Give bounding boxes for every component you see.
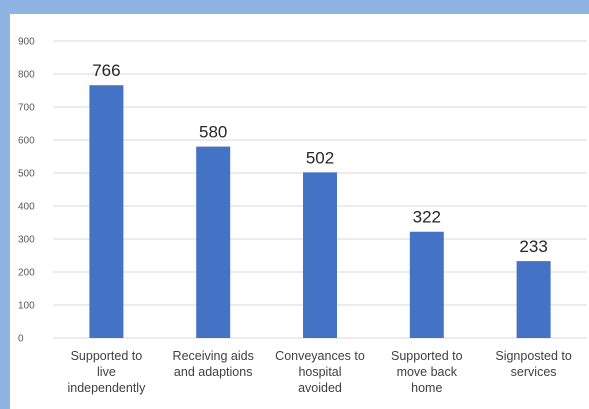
chart-area: 0 100 200 300 400 500 600 700 800 900 766 580 502 32… bbox=[10, 14, 589, 409]
x-category-label: services bbox=[511, 365, 557, 379]
y-tick-label: 500 bbox=[18, 169, 35, 180]
data-label: 233 bbox=[519, 237, 547, 256]
x-category-label: and adaptions bbox=[174, 365, 253, 379]
x-category-label: Signposted to bbox=[495, 349, 571, 363]
x-category-label: live bbox=[97, 365, 116, 379]
bar bbox=[516, 261, 551, 338]
x-category-label: home bbox=[411, 381, 442, 395]
bar bbox=[303, 172, 337, 338]
x-category-label: hospital bbox=[298, 365, 341, 379]
bar bbox=[409, 231, 444, 338]
y-tick-label: 800 bbox=[18, 70, 35, 81]
bar bbox=[89, 85, 124, 338]
x-category-label: Supported to bbox=[71, 349, 143, 363]
x-category-label: move back bbox=[397, 365, 458, 379]
y-tick-label: 400 bbox=[18, 202, 35, 213]
bars bbox=[89, 85, 551, 338]
x-category-label: Receiving aids bbox=[173, 349, 254, 363]
x-category-label: Conveyances to bbox=[275, 349, 365, 363]
x-category-label: Supported to bbox=[391, 349, 463, 363]
y-axis-tick-labels: 0 100 200 300 400 500 600 700 800 900 bbox=[18, 37, 35, 345]
y-tick-label: 700 bbox=[18, 103, 35, 114]
y-tick-label: 200 bbox=[18, 268, 35, 279]
x-category-label: avoided bbox=[298, 381, 342, 395]
x-axis-category-labels: Supported to live independently Receiving a… bbox=[67, 349, 571, 395]
y-tick-label: 600 bbox=[18, 136, 35, 147]
data-label: 766 bbox=[92, 61, 120, 80]
x-category-label: independently bbox=[67, 381, 146, 395]
bar bbox=[196, 146, 231, 338]
data-label: 580 bbox=[199, 123, 227, 142]
data-label: 502 bbox=[306, 148, 334, 167]
data-label: 322 bbox=[413, 208, 441, 227]
bar-chart: 0 100 200 300 400 500 600 700 800 900 766 580 502 32… bbox=[18, 37, 587, 395]
data-labels: 766 580 502 322 233 bbox=[92, 61, 548, 256]
y-tick-label: 900 bbox=[18, 37, 35, 48]
y-tick-label: 0 bbox=[18, 334, 24, 345]
y-tick-label: 300 bbox=[18, 235, 35, 246]
y-tick-label: 100 bbox=[18, 301, 35, 312]
